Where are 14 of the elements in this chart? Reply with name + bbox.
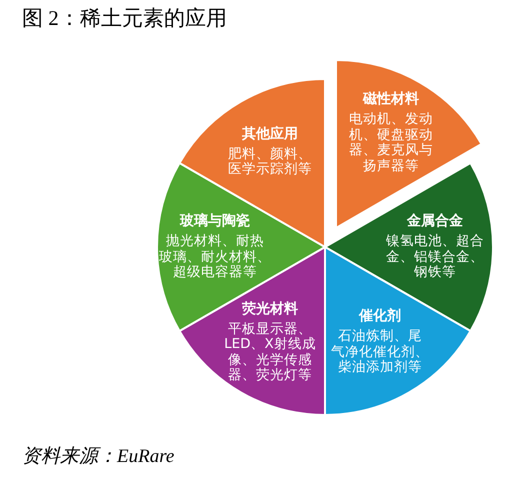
chart-title: 图 2：稀土元素的应用 — [22, 5, 227, 32]
text: 电动机、发动机、硬盘驱动器、麦克风与扬声器等 — [349, 111, 434, 174]
slice-label: 磁性材料 — [362, 91, 420, 108]
text: 资料来源：EuRare — [22, 445, 174, 469]
slice-label: 其他应用 — [240, 126, 299, 143]
slice-label: 催化剂 — [358, 308, 402, 326]
slice-label: 金属合金 — [406, 213, 464, 230]
text: 抛光材料、耐热玻璃、耐火材料、超级电容器等 — [158, 233, 271, 280]
text: 镍氢电池、超合金、铝镁合金、钢铁等 — [386, 233, 484, 280]
text: 肥料、颜料、医学示踪剂等 — [228, 146, 312, 178]
slice-label: 玻璃与陶瓷 — [178, 213, 251, 230]
text: 平板显示器、LED、X射线成像、光学传感器、荧光灯等 — [224, 320, 316, 384]
text: 石油炼制、尾气净化催化剂、柴油添加剂等 — [331, 328, 430, 376]
slice-label: 荧光材料 — [240, 300, 299, 318]
